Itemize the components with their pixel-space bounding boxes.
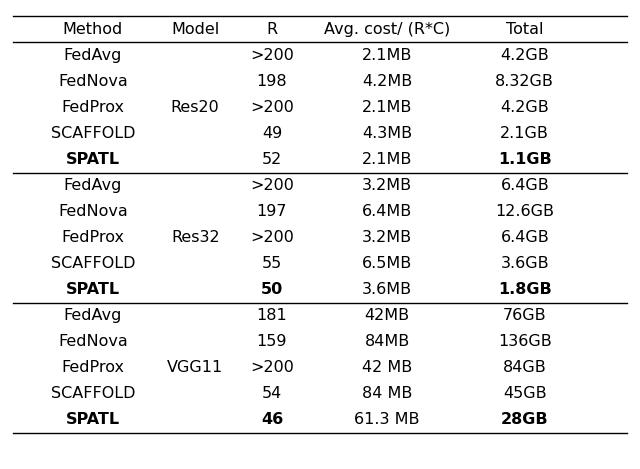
Text: FedProx: FedProx xyxy=(61,360,124,375)
Text: 136GB: 136GB xyxy=(498,334,552,349)
Text: 181: 181 xyxy=(257,308,287,323)
Text: 198: 198 xyxy=(257,74,287,89)
Text: >200: >200 xyxy=(250,178,294,193)
Text: FedProx: FedProx xyxy=(61,230,124,245)
Text: 49: 49 xyxy=(262,126,282,141)
Text: 2.1GB: 2.1GB xyxy=(500,126,549,141)
Text: 84MB: 84MB xyxy=(365,334,410,349)
Text: SCAFFOLD: SCAFFOLD xyxy=(51,386,135,401)
Text: FedNova: FedNova xyxy=(58,204,127,219)
Text: 6.5MB: 6.5MB xyxy=(362,256,412,271)
Text: 2.1MB: 2.1MB xyxy=(362,100,412,115)
Text: SPATL: SPATL xyxy=(66,412,120,427)
Text: 1.8GB: 1.8GB xyxy=(498,282,552,297)
Text: 6.4GB: 6.4GB xyxy=(500,178,549,193)
Text: 42 MB: 42 MB xyxy=(362,360,412,375)
Text: 52: 52 xyxy=(262,152,282,167)
Text: 3.2MB: 3.2MB xyxy=(362,230,412,245)
Text: 159: 159 xyxy=(257,334,287,349)
Text: 55: 55 xyxy=(262,256,282,271)
Text: Avg. cost/ (R*C): Avg. cost/ (R*C) xyxy=(324,22,451,37)
Text: 54: 54 xyxy=(262,386,282,401)
Text: FedAvg: FedAvg xyxy=(63,178,122,193)
Text: 197: 197 xyxy=(257,204,287,219)
Text: SCAFFOLD: SCAFFOLD xyxy=(51,126,135,141)
Text: Total: Total xyxy=(506,22,543,37)
Text: 12.6GB: 12.6GB xyxy=(495,204,554,219)
Text: 84GB: 84GB xyxy=(503,360,547,375)
Text: 3.6MB: 3.6MB xyxy=(362,282,412,297)
Text: >200: >200 xyxy=(250,360,294,375)
Text: 4.2GB: 4.2GB xyxy=(500,48,549,63)
Text: 50: 50 xyxy=(261,282,283,297)
Text: 1.1GB: 1.1GB xyxy=(498,152,552,167)
Text: Res32: Res32 xyxy=(171,230,220,245)
Text: 61.3 MB: 61.3 MB xyxy=(355,412,420,427)
Text: FedProx: FedProx xyxy=(61,100,124,115)
Text: 4.3MB: 4.3MB xyxy=(362,126,412,141)
Text: FedAvg: FedAvg xyxy=(63,48,122,63)
Text: FedNova: FedNova xyxy=(58,334,127,349)
Text: 6.4MB: 6.4MB xyxy=(362,204,412,219)
Text: 6.4GB: 6.4GB xyxy=(500,230,549,245)
Text: >200: >200 xyxy=(250,48,294,63)
Text: 84 MB: 84 MB xyxy=(362,386,412,401)
Text: 4.2GB: 4.2GB xyxy=(500,100,549,115)
Text: 76GB: 76GB xyxy=(503,308,547,323)
Text: 42MB: 42MB xyxy=(365,308,410,323)
Text: SPATL: SPATL xyxy=(66,282,120,297)
Text: Res20: Res20 xyxy=(171,100,220,115)
Text: Method: Method xyxy=(63,22,123,37)
Text: 3.6GB: 3.6GB xyxy=(500,256,549,271)
Text: 45GB: 45GB xyxy=(503,386,547,401)
Text: FedNova: FedNova xyxy=(58,74,127,89)
Text: 3.2MB: 3.2MB xyxy=(362,178,412,193)
Text: 28GB: 28GB xyxy=(501,412,548,427)
Text: >200: >200 xyxy=(250,230,294,245)
Text: R: R xyxy=(266,22,278,37)
Text: SPATL: SPATL xyxy=(66,152,120,167)
Text: 2.1MB: 2.1MB xyxy=(362,48,412,63)
Text: SCAFFOLD: SCAFFOLD xyxy=(51,256,135,271)
Text: FedAvg: FedAvg xyxy=(63,308,122,323)
Text: >200: >200 xyxy=(250,100,294,115)
Text: 4.2MB: 4.2MB xyxy=(362,74,412,89)
Text: 8.32GB: 8.32GB xyxy=(495,74,554,89)
Text: VGG11: VGG11 xyxy=(167,360,223,375)
Text: 2.1MB: 2.1MB xyxy=(362,152,412,167)
Text: 46: 46 xyxy=(261,412,283,427)
Text: Model: Model xyxy=(171,22,220,37)
